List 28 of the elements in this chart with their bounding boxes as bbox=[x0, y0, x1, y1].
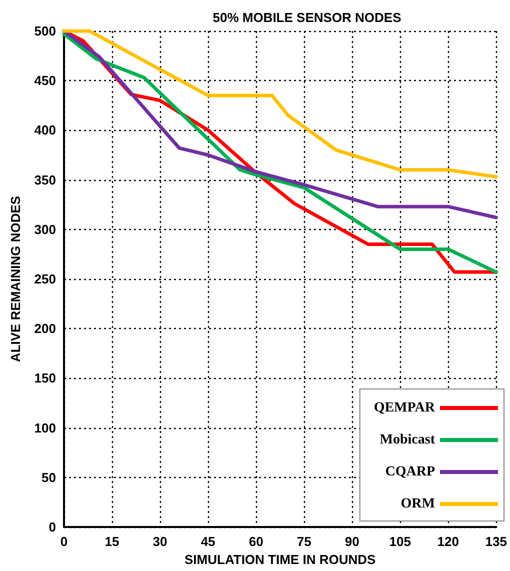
x-tick-label: 60 bbox=[248, 534, 264, 549]
x-tick-label: 15 bbox=[104, 534, 120, 549]
x-tick-label: 0 bbox=[60, 534, 68, 549]
chart-title: 50% MOBILE SENSOR NODES bbox=[212, 10, 402, 25]
y-tick-label: 450 bbox=[34, 73, 56, 88]
y-tick-label: 100 bbox=[34, 420, 56, 436]
y-tick-label: 350 bbox=[34, 172, 56, 188]
x-tick-label: 75 bbox=[296, 534, 312, 549]
x-tick-label: 120 bbox=[437, 534, 459, 549]
y-tick-label: 200 bbox=[34, 321, 56, 336]
y-tick-label: 50 bbox=[42, 470, 56, 485]
x-axis-title: SIMULATION TIME IN ROUNDS bbox=[184, 552, 376, 567]
legend-label: ORM bbox=[400, 496, 435, 512]
y-tick-label: 400 bbox=[34, 122, 56, 138]
legend-label: Mobicast bbox=[380, 432, 436, 448]
y-tick-label: 0 bbox=[48, 520, 56, 534]
y-tick-label: 300 bbox=[34, 222, 56, 237]
y-tick-label: 500 bbox=[34, 24, 56, 38]
y-tick-label: 250 bbox=[34, 272, 56, 286]
x-tick-label: 30 bbox=[152, 534, 168, 549]
legend-label: QEMPAR bbox=[374, 400, 436, 416]
y-tick-label: 150 bbox=[34, 370, 56, 386]
x-tick-label: 45 bbox=[200, 534, 216, 549]
x-tick-label: 105 bbox=[389, 534, 411, 549]
legend-label: CQARP bbox=[385, 464, 436, 480]
x-tick-label: 135 bbox=[485, 534, 508, 549]
y-axis-title: ALIVE REMAINING NODES bbox=[8, 196, 23, 362]
x-tick-label: 90 bbox=[344, 534, 360, 549]
